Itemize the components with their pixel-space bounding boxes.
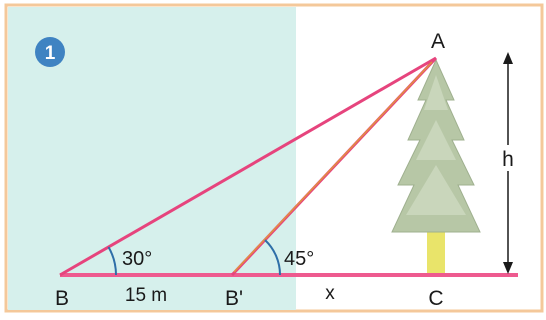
label-height: h	[502, 148, 514, 171]
figure-number-badge	[35, 37, 65, 67]
angle-arc-b-prime	[264, 239, 282, 276]
label-point-a: A	[431, 30, 445, 53]
figure-number-text: 1	[45, 43, 56, 64]
label-point-b: B	[55, 287, 69, 310]
label-distance-x: x	[325, 283, 335, 304]
angle-arc-b	[107, 246, 117, 276]
label-point-b-prime: B'	[225, 287, 243, 310]
tree-icon	[391, 58, 481, 275]
label-point-c: C	[428, 287, 443, 310]
label-angle-b: 30°	[122, 248, 152, 270]
label-distance-bb: 15 m	[125, 285, 167, 306]
height-label-bg	[498, 145, 518, 171]
line-b-prime-to-a-inner	[233, 61, 433, 273]
label-angle-b-prime: 45°	[284, 248, 314, 270]
line-b-to-a	[59, 56, 437, 277]
figure-frame	[4, 3, 544, 313]
